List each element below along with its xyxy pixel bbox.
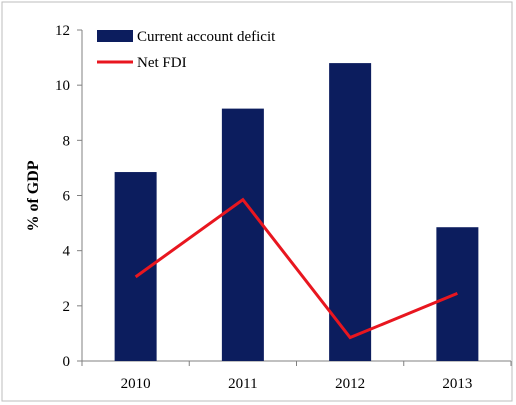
bar-current-account-deficit-2011	[221, 108, 264, 361]
plot-area: 0 2 4 6 8 10 12 2010 2011 2012 2013	[55, 23, 512, 392]
y-tick-label: 12	[55, 23, 70, 39]
y-tick-label: 4	[63, 244, 71, 260]
legend-label-current-account-deficit: Current account deficit	[137, 29, 276, 45]
y-tick-label: 10	[55, 78, 70, 94]
x-tick-label: 2010	[121, 376, 151, 392]
legend-swatch-current-account-deficit	[97, 30, 133, 42]
x-tick-label: 2011	[228, 376, 257, 392]
y-tick-label: 2	[63, 299, 71, 315]
legend-label-net-fdi: Net FDI	[137, 55, 187, 71]
x-tick-label: 2013	[442, 376, 472, 392]
y-tick-label: 6	[63, 189, 71, 205]
bar-current-account-deficit-2012	[329, 63, 372, 361]
y-tick-label: 0	[63, 354, 71, 370]
line-net-fdi	[134, 197, 458, 340]
x-tick-label: 2012	[335, 376, 365, 392]
y-tick-label: 8	[63, 133, 71, 149]
y-axis-label: % of GDP	[25, 160, 42, 231]
legend: Current account deficit Net FDI	[97, 29, 276, 71]
